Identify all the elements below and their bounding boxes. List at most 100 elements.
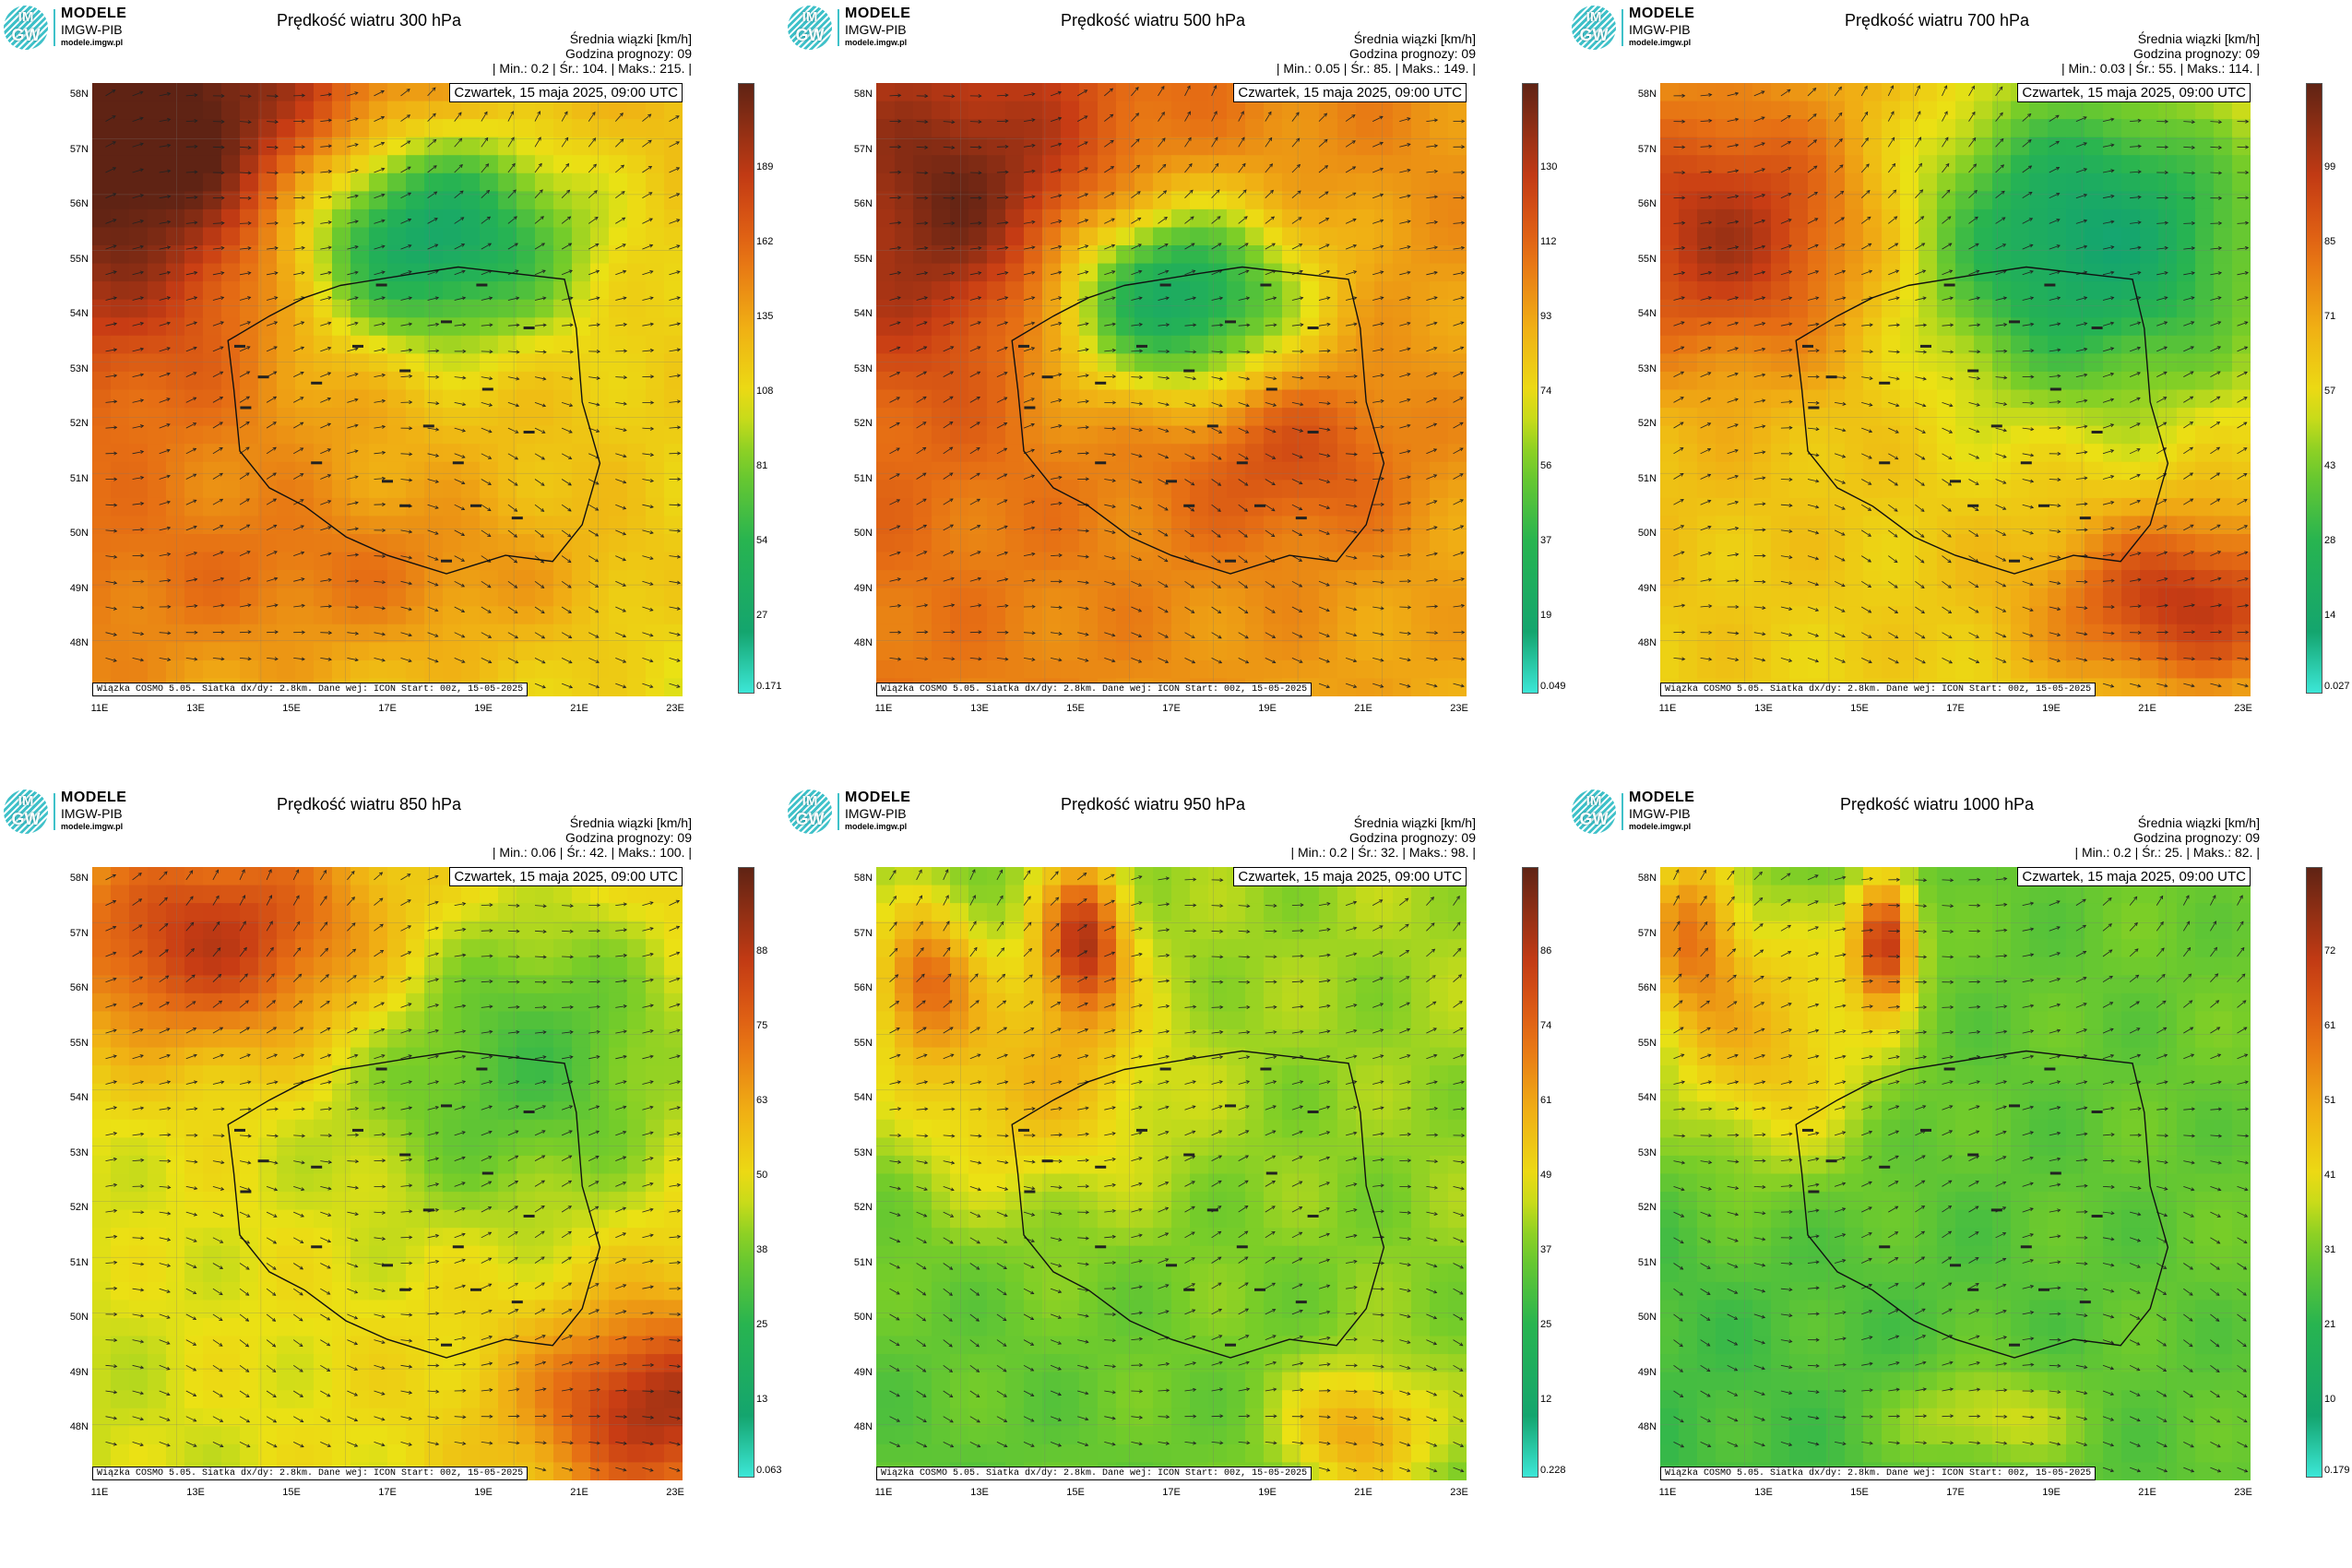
lon-label: 13E [970, 703, 989, 714]
colorbar-value: 0.063 [756, 1465, 782, 1476]
stats-values: | Min.: 0.05 | Śr.: 85. | Maks.: 149. | [1276, 61, 1476, 76]
colorbar-value: 51 [2324, 1095, 2336, 1106]
colorbar-value: 75 [756, 1020, 768, 1031]
stats-block: Średnia wiązki [km/h] Godzina prognozy: 0… [493, 815, 692, 860]
lat-label: 49N [853, 1366, 873, 1378]
imgw-badge-icon: IM GW [4, 790, 48, 834]
imgw-logo: IM GW MODELE IMGW-PIB modele.imgw.pl [1572, 788, 1719, 836]
lon-label: 15E [282, 703, 301, 714]
stats-block: Średnia wiązki [km/h] Godzina prognozy: 0… [1277, 31, 1476, 76]
stats-values: | Min.: 0.06 | Śr.: 42. | Maks.: 100. | [492, 845, 692, 860]
lat-label: 52N [1637, 418, 1657, 429]
forecast-date: Czwartek, 15 maja 2025, 09:00 UTC [2017, 867, 2251, 886]
colorbar-value: 61 [1540, 1095, 1552, 1106]
stats-block: Średnia wiązki [km/h] Godzina prognozy: 0… [2074, 815, 2260, 860]
colorbar-value: 0.027 [2324, 681, 2350, 692]
logo-url: modele.imgw.pl [61, 822, 124, 831]
lat-label: 57N [1637, 927, 1657, 939]
lat-label: 53N [1637, 362, 1657, 374]
colorbar-value: 130 [1540, 161, 1558, 172]
logo-subtitle: IMGW-PIB [1629, 22, 1691, 37]
lon-label: 17E [1946, 1487, 1965, 1498]
model-info: Wiązka COSMO 5.05. Siatka dx/dy: 2.8km. … [92, 1467, 529, 1480]
lat-label: 54N [853, 1092, 873, 1103]
lon-label: 15E [1850, 1487, 1869, 1498]
imgw-badge-icon: IM GW [4, 6, 48, 50]
lat-label: 55N [1637, 253, 1657, 265]
lat-label: 50N [69, 1312, 89, 1323]
logo-url: modele.imgw.pl [1629, 822, 1692, 831]
model-info: Wiązka COSMO 5.05. Siatka dx/dy: 2.8km. … [876, 683, 1313, 696]
lon-label: 15E [1066, 1487, 1085, 1498]
lon-label: 13E [1754, 1487, 1773, 1498]
imgw-badge-icon: IM GW [1572, 790, 1616, 834]
wind-field-svg [1660, 867, 2251, 1480]
logo-subtitle: IMGW-PIB [61, 806, 123, 821]
lat-label: 54N [69, 1092, 89, 1103]
colorbar-value: 86 [1540, 945, 1552, 956]
colorbar-value: 25 [756, 1319, 768, 1330]
lat-label: 48N [1637, 637, 1657, 648]
lat-label: 50N [1637, 528, 1657, 539]
lat-label: 56N [69, 982, 89, 993]
panel-title: Prędkość wiatru 300 hPa [276, 11, 462, 30]
model-info: Wiązka COSMO 5.05. Siatka dx/dy: 2.8km. … [92, 683, 529, 696]
lon-label: 23E [666, 1487, 684, 1498]
map-panel: IM GW MODELE IMGW-PIB modele.imgw.pl Prędkość… [784, 0, 1566, 775]
lon-label: 21E [1354, 703, 1372, 714]
lat-label: 52N [1637, 1202, 1657, 1213]
colorbar-value: 27 [756, 610, 768, 621]
lat-label: 58N [1637, 873, 1657, 884]
logo-divider [837, 793, 839, 830]
lat-label: 49N [1637, 582, 1657, 594]
lon-label: 15E [282, 1487, 301, 1498]
forecast-date: Czwartek, 15 maja 2025, 09:00 UTC [449, 867, 683, 886]
lat-label: 52N [853, 1202, 873, 1213]
colorbar-value: 10 [2324, 1394, 2336, 1405]
wind-speed-map: Czwartek, 15 maja 2025, 09:00 UTC Wiązka … [1660, 867, 2251, 1480]
colorbar-value: 31 [2324, 1244, 2336, 1255]
logo-divider [1621, 793, 1623, 830]
panel-title: Prędkość wiatru 500 hPa [1060, 11, 1246, 30]
wind-speed-map: Czwartek, 15 maja 2025, 09:00 UTC Wiązka … [92, 83, 683, 696]
stats-values: | Min.: 0.2 | Śr.: 104. | Maks.: 215. | [492, 61, 692, 76]
colorbar-value: 13 [756, 1394, 768, 1405]
colorbar [738, 83, 754, 694]
colorbar-value: 189 [756, 161, 774, 172]
logo-divider [53, 793, 55, 830]
lat-label: 48N [853, 1421, 873, 1432]
imgw-badge-icon: IM GW [788, 6, 832, 50]
lat-label: 55N [69, 253, 89, 265]
wind-field-svg [92, 83, 683, 696]
colorbar-value: 0.049 [1540, 681, 1566, 692]
wind-speed-map: Czwartek, 15 maja 2025, 09:00 UTC Wiązka … [92, 867, 683, 1480]
country-border [1795, 266, 2169, 575]
colorbar-value: 37 [1540, 535, 1552, 546]
stats-forecast-hour: Godzina prognozy: 09 [2133, 46, 2260, 61]
lon-label: 17E [378, 1487, 397, 1498]
lon-label: 23E [2234, 1487, 2252, 1498]
imgw-logo: IM GW MODELE IMGW-PIB modele.imgw.pl [4, 788, 151, 836]
lon-label: 17E [1162, 1487, 1181, 1498]
forecast-date: Czwartek, 15 maja 2025, 09:00 UTC [1233, 83, 1467, 102]
lon-label: 17E [1162, 703, 1181, 714]
lat-label: 56N [1637, 982, 1657, 993]
colorbar-value: 54 [756, 535, 768, 546]
lat-label: 50N [853, 528, 873, 539]
lon-label: 15E [1066, 703, 1085, 714]
colorbar-value: 0.179 [2324, 1465, 2350, 1476]
colorbar-value: 50 [756, 1170, 768, 1181]
stats-units: Średnia wiązki [km/h] [569, 815, 692, 830]
lat-label: 51N [69, 472, 89, 484]
stats-units: Średnia wiązki [km/h] [569, 31, 692, 46]
logo-title: MODELE [1629, 790, 1695, 805]
model-info: Wiązka COSMO 5.05. Siatka dx/dy: 2.8km. … [1660, 683, 2097, 696]
lat-label: 57N [1637, 143, 1657, 155]
colorbar-value: 74 [1540, 1020, 1552, 1031]
colorbar [2306, 83, 2322, 694]
lat-label: 51N [1637, 472, 1657, 484]
lat-label: 53N [69, 362, 89, 374]
logo-divider [1621, 9, 1623, 46]
country-border [1795, 1050, 2169, 1359]
logo-title: MODELE [61, 790, 127, 805]
